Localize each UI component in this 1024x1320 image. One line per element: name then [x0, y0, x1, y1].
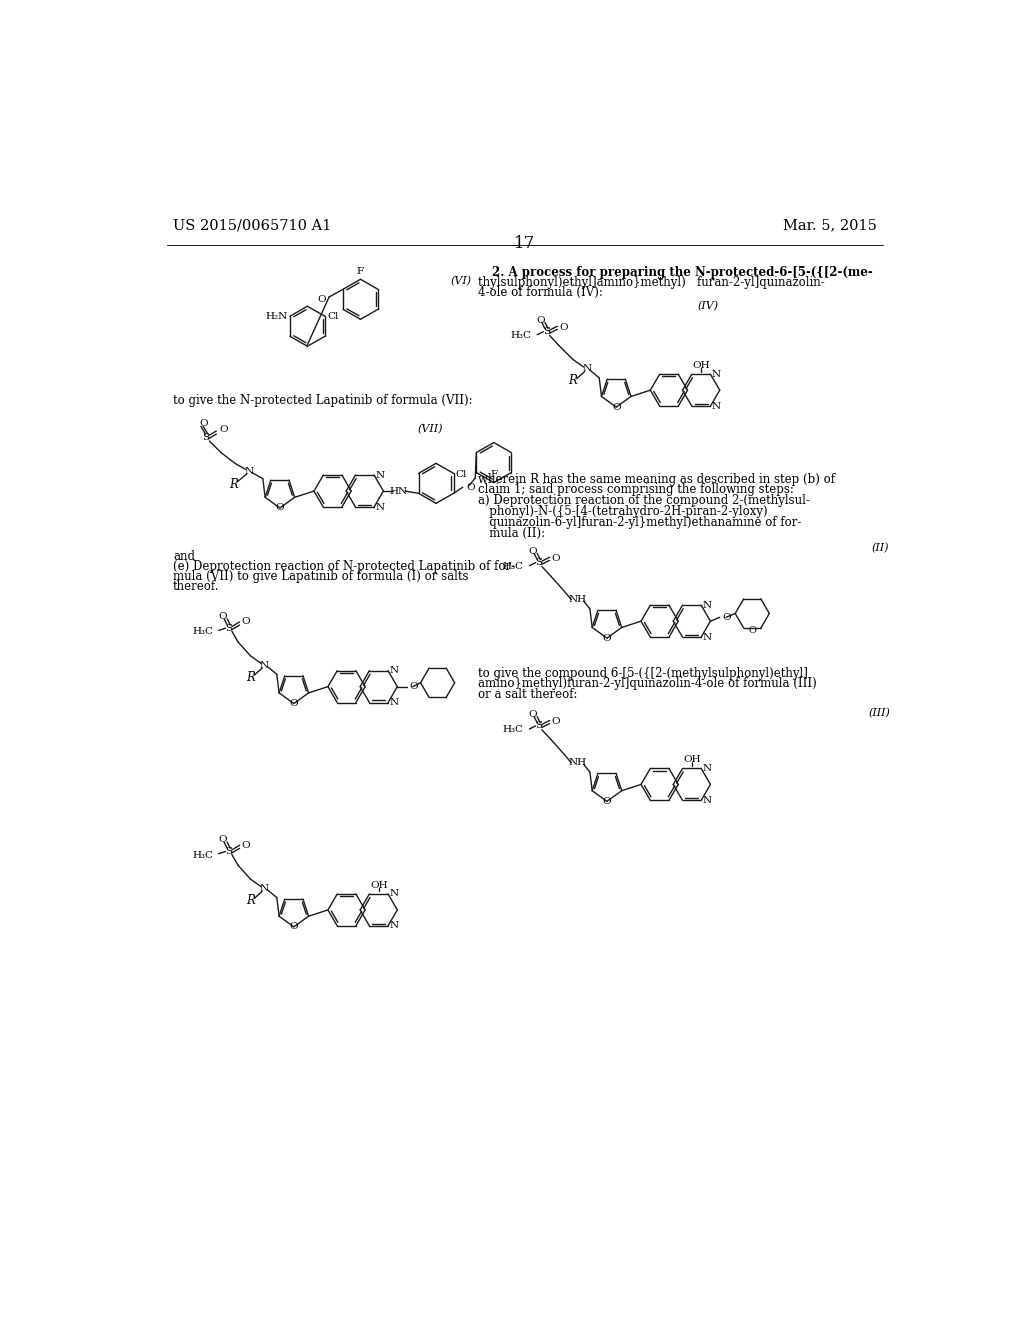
- Text: F: F: [357, 267, 365, 276]
- Text: O: O: [551, 553, 560, 562]
- Text: O: O: [603, 634, 611, 643]
- Text: S: S: [536, 722, 543, 730]
- Text: N: N: [389, 698, 398, 708]
- Text: O: O: [290, 700, 298, 708]
- Text: or a salt thereof:: or a salt thereof:: [478, 688, 578, 701]
- Text: N: N: [702, 632, 712, 642]
- Text: OH: OH: [683, 755, 700, 764]
- Text: Cl: Cl: [455, 470, 467, 479]
- Text: mula (II):: mula (II):: [478, 527, 546, 540]
- Text: 17: 17: [514, 235, 536, 252]
- Text: S: S: [225, 847, 232, 855]
- Text: N: N: [583, 364, 592, 374]
- Text: O: O: [219, 425, 228, 434]
- Text: O: O: [241, 841, 250, 850]
- Text: O: O: [275, 503, 285, 512]
- Text: to give the N-protected Lapatinib of formula (VII):: to give the N-protected Lapatinib of for…: [173, 395, 472, 407]
- Text: F: F: [490, 470, 498, 479]
- Text: (e) Deprotection reaction of N-protected Lapatinib of for-: (e) Deprotection reaction of N-protected…: [173, 560, 515, 573]
- Text: O: O: [200, 418, 208, 428]
- Text: N: N: [376, 470, 385, 479]
- Text: (VI): (VI): [451, 276, 472, 286]
- Text: N: N: [260, 884, 269, 892]
- Text: S: S: [536, 558, 543, 568]
- Text: Cl: Cl: [328, 312, 339, 321]
- Text: N: N: [389, 667, 398, 675]
- Text: O: O: [559, 322, 567, 331]
- Text: thylsulphonyl)ethyl]amino}methyl)   furan-2-yl]quinazolin-: thylsulphonyl)ethyl]amino}methyl) furan-…: [478, 276, 825, 289]
- Text: N: N: [702, 796, 712, 805]
- Text: O: O: [603, 797, 611, 805]
- Text: and: and: [173, 549, 195, 562]
- Text: O: O: [241, 618, 250, 627]
- Text: HN: HN: [390, 487, 408, 495]
- Text: 2. A process for preparing the N-protected-6-[5-({[2-(me-: 2. A process for preparing the N-protect…: [493, 267, 873, 280]
- Text: (IV): (IV): [697, 301, 719, 312]
- Text: O: O: [290, 923, 298, 932]
- Text: O: O: [723, 612, 731, 622]
- Text: quinazolin-6-yl]furan-2-yl}methyl)ethanamine of for-: quinazolin-6-yl]furan-2-yl}methyl)ethana…: [478, 516, 802, 529]
- Text: S: S: [543, 327, 550, 337]
- Text: O: O: [551, 717, 560, 726]
- Text: N: N: [260, 660, 269, 669]
- Text: N: N: [712, 401, 721, 411]
- Text: N: N: [389, 921, 398, 931]
- Text: H₃C: H₃C: [193, 627, 213, 636]
- Text: O: O: [612, 403, 621, 412]
- Text: H₃C: H₃C: [502, 725, 523, 734]
- Text: Mar. 5, 2015: Mar. 5, 2015: [782, 218, 877, 232]
- Text: S: S: [202, 433, 209, 442]
- Text: O: O: [218, 612, 227, 620]
- Text: R: R: [568, 375, 578, 388]
- Text: claim 1; said process comprising the following steps:: claim 1; said process comprising the fol…: [478, 483, 795, 496]
- Text: phonyl)-N-({5-[4-(tetrahydro-2H-piran-2-yloxy): phonyl)-N-({5-[4-(tetrahydro-2H-piran-2-…: [478, 506, 768, 517]
- Text: H₃C: H₃C: [502, 562, 523, 572]
- Text: O: O: [466, 483, 474, 491]
- Text: O: O: [528, 546, 537, 556]
- Text: O: O: [218, 836, 227, 845]
- Text: NH: NH: [568, 759, 587, 767]
- Text: R: R: [246, 894, 255, 907]
- Text: O: O: [410, 682, 419, 692]
- Text: H₂N: H₂N: [265, 312, 288, 321]
- Text: N: N: [702, 764, 712, 774]
- Text: OH: OH: [370, 880, 387, 890]
- Text: R: R: [246, 671, 255, 684]
- Text: US 2015/0065710 A1: US 2015/0065710 A1: [173, 218, 332, 232]
- Text: OH: OH: [692, 362, 710, 370]
- Text: O: O: [536, 315, 545, 325]
- Text: N: N: [389, 890, 398, 899]
- Text: H₃C: H₃C: [510, 331, 531, 341]
- Text: O: O: [528, 710, 537, 719]
- Text: a) Deprotection reaction of the compound 2-(methylsul-: a) Deprotection reaction of the compound…: [478, 494, 810, 507]
- Text: N: N: [702, 601, 712, 610]
- Text: H₃C: H₃C: [193, 851, 213, 859]
- Text: S: S: [225, 623, 232, 632]
- Text: N: N: [376, 503, 385, 512]
- Text: thereof.: thereof.: [173, 579, 219, 593]
- Text: N: N: [245, 466, 254, 475]
- Text: (II): (II): [871, 544, 889, 553]
- Text: (VII): (VII): [418, 424, 443, 434]
- Text: amino}methyl)furan-2-yl]quinazolin-4-ole of formula (III): amino}methyl)furan-2-yl]quinazolin-4-ole…: [478, 677, 817, 690]
- Text: wherein R has the same meaning as described in step (b) of: wherein R has the same meaning as descri…: [478, 473, 836, 486]
- Text: 4-ole of formula (IV):: 4-ole of formula (IV):: [478, 286, 603, 300]
- Text: O: O: [749, 626, 756, 635]
- Text: mula (VII) to give Lapatinib of formula (I) or salts: mula (VII) to give Lapatinib of formula …: [173, 570, 468, 582]
- Text: to give the compound 6-[5-({[2-(methylsulphonyl)ethyl]: to give the compound 6-[5-({[2-(methylsu…: [478, 667, 808, 680]
- Text: O: O: [317, 294, 326, 304]
- Text: N: N: [712, 370, 721, 379]
- Text: R: R: [229, 478, 238, 491]
- Text: NH: NH: [568, 595, 587, 605]
- Text: (III): (III): [868, 708, 891, 718]
